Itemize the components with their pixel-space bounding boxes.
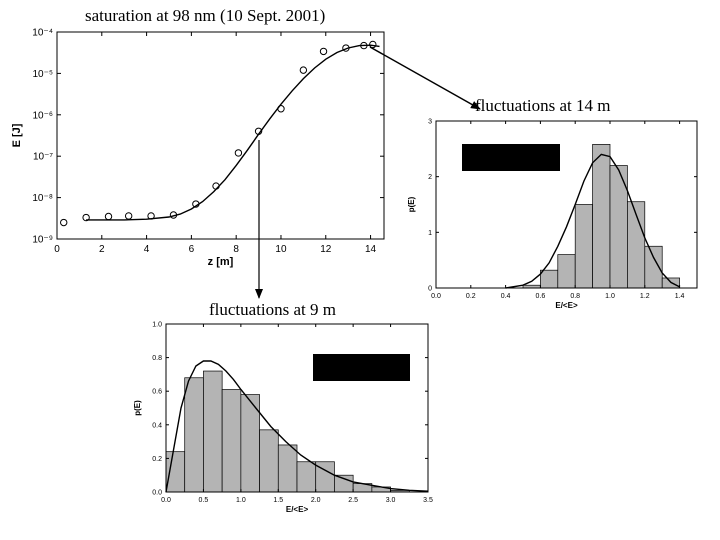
- histogram-bar: [296, 461, 317, 493]
- histogram-bar: [557, 254, 576, 289]
- theory-curve: [86, 44, 380, 221]
- saturation-caption: saturation at 98 nm (10 Sept. 2001): [85, 6, 326, 25]
- y-tick-label: 1.0: [152, 321, 162, 328]
- x-tick-label: 0.0: [431, 293, 441, 300]
- histogram-bar: [277, 444, 298, 493]
- histogram-bar: [184, 377, 204, 493]
- histogram-9m-chart: 0.0 0.5 1.0 1.5 2.0 2.5 3.0 3.5 0.0 0.2 0.4 0.6 0.8 1…: [133, 321, 433, 514]
- x-axis-label: z [m]: [208, 256, 234, 268]
- x-tick-label: 0.0: [161, 497, 171, 504]
- y-tick-label: 0.2: [152, 456, 162, 463]
- fit-curve: [165, 360, 429, 493]
- histogram-bar: [259, 429, 279, 493]
- y-tick-label: 10⁻⁶: [32, 110, 53, 121]
- x-tick-label: 14: [365, 244, 377, 255]
- fluctuations-14m-caption: fluctuations at 14 m: [475, 96, 611, 115]
- data-point: [147, 212, 155, 220]
- x-tick-label: 0: [54, 244, 60, 255]
- histogram-bar: [203, 370, 223, 493]
- x-tick-label: 0.4: [501, 293, 511, 300]
- data-point: [254, 127, 263, 135]
- x-axis-label: E/<E>: [555, 301, 578, 310]
- y-tick-label: 10⁻⁸: [32, 193, 53, 204]
- y-tick-label: 0.0: [152, 489, 162, 496]
- x-tick-label: 1.2: [640, 293, 650, 300]
- histogram-bar: [540, 269, 559, 289]
- energy-vs-z-chart: 0 2 4 6 8 10 12 14 10⁻⁹ 10⁻⁸ 10⁻⁷ 10⁻⁶ 10⁻⁵ 10⁻⁴ z [m]…: [11, 28, 385, 268]
- y-tick-label: 10⁻⁴: [32, 28, 53, 39]
- fluctuations-9m-caption: fluctuations at 9 m: [209, 300, 337, 319]
- x-tick-label: 2: [99, 244, 105, 255]
- x-tick-label: 0.6: [536, 293, 546, 300]
- x-axis-label: E/<E>: [286, 505, 309, 514]
- y-tick-label: 3: [428, 118, 432, 125]
- data-point: [104, 212, 113, 221]
- plot-frame: [165, 323, 429, 493]
- y-tick-label: 1: [428, 230, 432, 237]
- histogram-bar: [574, 204, 593, 289]
- x-tick-label: 4: [144, 244, 150, 255]
- data-point: [319, 47, 328, 56]
- y-tick-label: 0.4: [152, 422, 162, 429]
- data-point: [360, 41, 368, 50]
- y-tick-label: 2: [428, 174, 432, 181]
- y-tick-label: 10⁻⁷: [33, 152, 53, 163]
- x-tick-label: 2.0: [311, 497, 321, 504]
- x-tick-label: 0.2: [466, 293, 476, 300]
- x-tick-label: 3.5: [423, 497, 433, 504]
- x-tick-label: 0.8: [570, 293, 580, 300]
- data-point: [60, 218, 68, 227]
- y-axis-label: E [J]: [11, 123, 23, 147]
- data-point: [369, 40, 377, 49]
- y-tick-label: 0: [428, 285, 432, 292]
- data-point: [124, 212, 133, 220]
- redaction-box-14m: [462, 144, 560, 171]
- x-tick-label: 3.0: [386, 497, 396, 504]
- x-tick-label: 0.5: [199, 497, 209, 504]
- y-tick-label: 10⁻⁹: [32, 235, 53, 246]
- x-tick-label: 8: [233, 244, 239, 255]
- histogram-14m-chart: 0.0 0.2 0.4 0.6 0.8 1.0 1.2 1.4 0 1 2 3 E/<E> p(E): [407, 118, 698, 310]
- y-tick-label: 0.6: [152, 389, 162, 396]
- data-point: [342, 44, 350, 52]
- data-point: [234, 149, 243, 157]
- redaction-box-9m: [313, 354, 410, 381]
- x-tick-label: 10: [275, 244, 287, 255]
- data-point: [277, 105, 285, 113]
- data-point: [212, 182, 220, 190]
- x-tick-label: 12: [320, 244, 332, 255]
- data-point: [169, 211, 178, 219]
- y-tick-label: 0.8: [152, 355, 162, 362]
- y-tick-label: 10⁻⁵: [32, 69, 53, 80]
- y-axis-label: p(E): [133, 400, 142, 416]
- histogram-bar: [334, 474, 354, 493]
- histogram-bar: [165, 451, 186, 493]
- data-point: [299, 66, 308, 74]
- x-tick-label: 1.4: [675, 293, 685, 300]
- y-axis-label: p(E): [407, 196, 416, 212]
- x-tick-label: 1.0: [236, 497, 246, 504]
- data-point: [82, 213, 90, 222]
- histogram-bar: [221, 389, 242, 493]
- arrow-to-14m: [369, 46, 481, 110]
- x-tick-label: 2.5: [348, 497, 358, 504]
- fit-curve: [505, 153, 680, 289]
- histogram-bar: [592, 144, 611, 289]
- data-point: [192, 200, 200, 208]
- plot-frame: [56, 31, 385, 240]
- x-tick-label: 6: [189, 244, 195, 255]
- x-tick-label: 1.0: [605, 293, 615, 300]
- plot-frame: [435, 120, 698, 289]
- x-tick-label: 1.5: [273, 497, 283, 504]
